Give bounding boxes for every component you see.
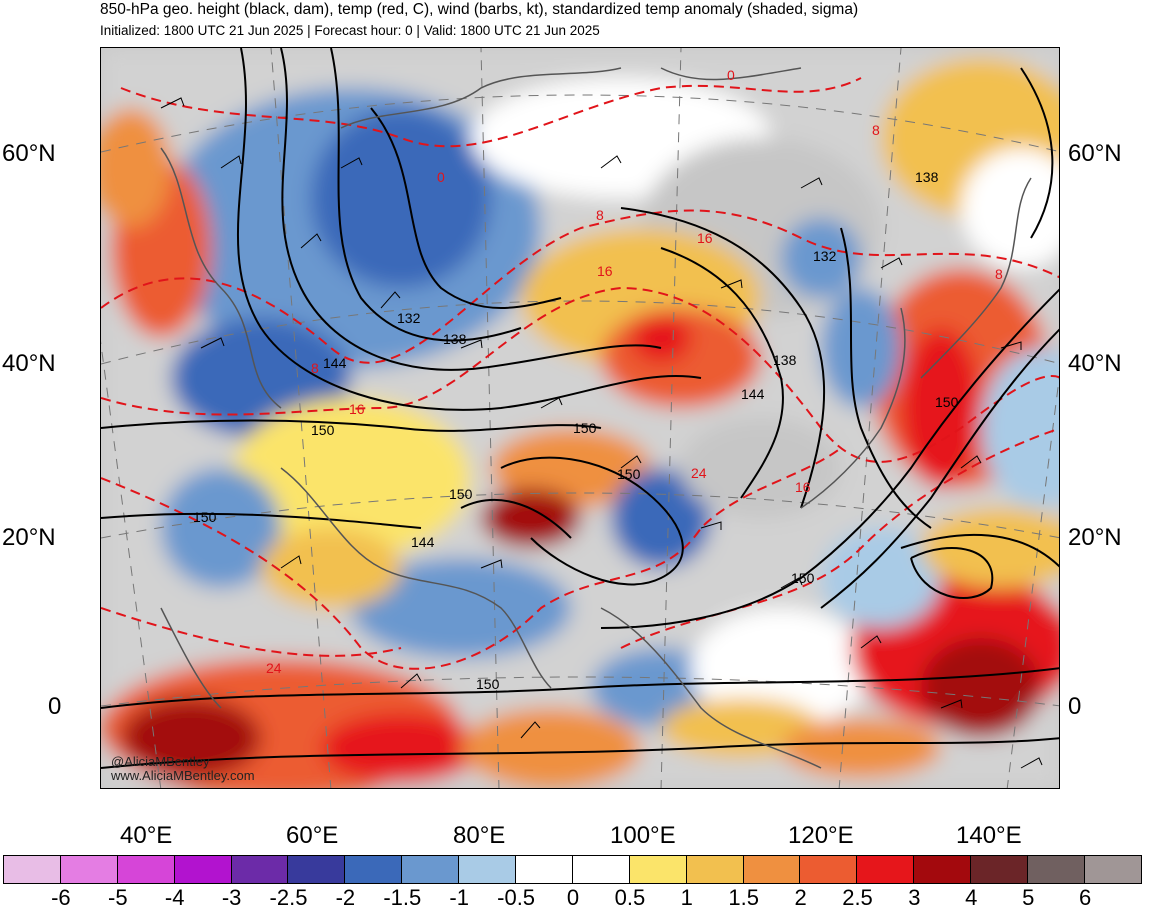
colorbar-tick-label: 2.5 [842,885,873,910]
temp-contour-label: 16 [697,230,713,246]
temp-contour-label: 24 [691,465,707,481]
lat-label-right: 40°N [1068,350,1122,377]
height-contour-label: 150 [617,466,641,482]
lat-label-left: 40°N [2,350,56,377]
colorbar-tick-label: 0 [566,885,580,910]
colorbar-swatch [799,855,858,884]
watermark: @AliciaMBentley www.AliciaMBentley.com [111,754,255,784]
colorbar-tick-label: 5 [1022,885,1035,910]
lon-label: 40°E [120,822,173,849]
lon-label: 60°E [286,822,339,849]
colorbar-swatch [173,855,232,884]
colorbar-tick-label: -1 [449,885,469,910]
lat-label-right: 0 [1068,693,1082,720]
height-contour-label: 150 [311,422,335,438]
colorbar-tick-label: 3 [908,885,921,910]
height-contour-label: 138 [915,169,939,185]
lon-label: 80°E [453,822,506,849]
temp-contour-label: 8 [596,207,604,223]
colorbar-tick-label: -2.5 [269,885,308,910]
temp-contour-label: 8 [995,266,1003,282]
colorbar-tick-label: 2 [794,885,807,910]
height-contour-label: 150 [449,486,473,502]
temp-contour-label: 8 [311,360,319,376]
colorbar-tick-label: -4 [164,885,185,910]
map-panel[interactable]: 132 138 144 150 150 150 150 144 150 132 … [100,47,1060,789]
lon-label: 120°E [788,822,854,849]
colorbar-swatch [685,855,744,884]
height-contour-label: 132 [813,248,837,264]
temp-contour-label: 8 [872,122,880,138]
colorbar-swatch [1083,855,1142,884]
colorbar-swatch [3,855,61,884]
height-contour-label: 132 [397,310,421,326]
colorbar-tick-label: 6 [1078,885,1092,910]
watermark-handle: @AliciaMBentley [111,754,210,769]
height-contour-label: 144 [323,355,347,371]
height-contour-label: 150 [193,509,217,525]
lon-label: 100°E [610,822,676,849]
height-contour-label: 138 [773,352,797,368]
colorbar-swatch [628,855,687,884]
temp-contour-label: 24 [266,660,282,676]
temp-contour-label: 0 [437,169,445,185]
height-contour-label: 144 [411,534,435,550]
temp-contours [101,77,1059,670]
colorbar [3,855,1142,884]
colorbar-tick-label: 1.5 [728,885,759,910]
lat-label-right: 60°N [1068,140,1122,167]
lat-label-left: 20°N [2,524,56,551]
graticule [101,48,1059,788]
colorbar-swatch [230,855,289,884]
height-contour-label: 150 [573,420,597,436]
colorbar-swatch [401,855,460,884]
lat-label-left: 0 [48,693,62,720]
colorbar-swatch [458,855,517,884]
colorbar-swatch [1027,855,1085,884]
temp-contour-label: 16 [597,263,613,279]
temp-contour-label: 16 [349,401,365,417]
colorbar-tick-label: 1 [680,885,693,910]
lon-label: 140°E [956,822,1022,849]
height-contour-label: 150 [935,394,959,410]
height-contour-label: 144 [741,386,765,402]
colorbar-swatch [571,855,630,884]
lat-label-left: 60°N [2,140,56,167]
height-contours [101,48,1059,769]
colorbar-swatch [59,855,118,884]
colorbar-tick-label: -5 [108,885,128,910]
colorbar-swatch [515,855,573,884]
lat-label-right: 20°N [1068,524,1122,551]
colorbar-tick-label: -1.5 [383,885,422,910]
chart-title: 850-hPa geo. height (black, dam), temp (… [100,1,859,18]
temp-contour-label: 0 [727,67,735,83]
coastlines [160,67,1032,769]
colorbar-swatch [856,855,915,884]
height-contour-label: 150 [476,676,500,692]
wind-barbs [160,97,1043,769]
colorbar-swatch [344,855,403,884]
colorbar-swatch [742,855,801,884]
temp-contour-label: 16 [795,479,811,495]
colorbar-swatch [287,855,346,884]
chart-subtitle: Initialized: 1800 UTC 21 Jun 2025 | Fore… [100,23,600,38]
watermark-url: www.AliciaMBentley.com [111,768,255,784]
colorbar-tick-label: -3 [221,885,242,910]
colorbar-swatch [970,855,1029,884]
colorbar-swatch [913,855,972,884]
colorbar-swatch [116,855,175,884]
colorbar-tick-label: 0.5 [614,885,646,910]
anomaly-shading [101,48,1059,788]
colorbar-tick-label: -6 [51,885,71,910]
colorbar-tick-label: 4 [965,885,978,910]
height-contour-label: 150 [791,570,815,586]
map-graphic [101,48,1059,788]
colorbar-tick-label: -0.5 [497,885,536,910]
height-contour-label: 138 [443,331,467,347]
colorbar-tick-label: -2 [335,885,356,910]
